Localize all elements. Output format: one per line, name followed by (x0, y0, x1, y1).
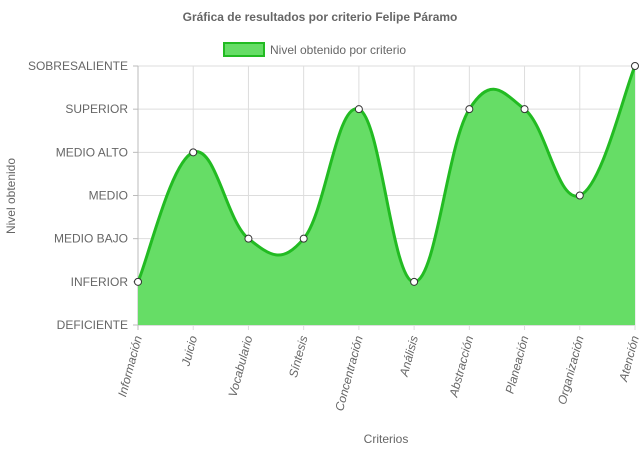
x-tick-label: Información (115, 334, 145, 398)
x-tick-label: Abstracción (446, 334, 476, 399)
series-area-fill (138, 66, 635, 325)
x-tick-label: Síntesis (286, 334, 311, 379)
series-line (136, 65, 637, 284)
data-point[interactable] (134, 277, 142, 286)
x-axis-ticks: Información Juicio Vocabulario Síntesis Conc… (115, 334, 639, 413)
data-point[interactable] (189, 148, 198, 157)
x-tick-label: Juicio (178, 334, 200, 369)
y-axis-ticks: DEFICIENTE INFERIOR MEDIO BAJO MEDIO MEDIO A… (28, 59, 128, 332)
y-tick-label: MEDIO BAJO (54, 232, 128, 246)
x-tick-label: Planeación (503, 334, 532, 395)
y-tick-label: SOBRESALIENTE (28, 59, 128, 73)
y-tick-label: DEFICIENTE (57, 318, 128, 332)
x-tick-label: Vocabulario (226, 334, 256, 399)
data-point[interactable] (520, 105, 529, 114)
y-tick-label: MEDIO (89, 189, 128, 203)
data-point[interactable] (354, 105, 363, 114)
chart-title: Gráfica de resultados por criterio Felip… (183, 10, 458, 24)
legend-swatch (223, 42, 265, 57)
data-point[interactable] (465, 105, 474, 114)
data-point[interactable] (631, 62, 639, 70)
y-tick-label: MEDIO ALTO (56, 145, 128, 159)
x-axis-title: Criterios (364, 432, 409, 446)
legend-label: Nivel obtenido por criterio (270, 43, 406, 57)
legend[interactable]: Nivel obtenido por criterio (223, 42, 406, 57)
x-tick-label: Organización (555, 334, 587, 406)
x-tick-label: Análisis (397, 334, 421, 379)
y-axis-title: Nivel obtenido (4, 158, 18, 234)
data-point[interactable] (244, 234, 253, 243)
series-area (136, 65, 637, 325)
y-tick-label: INFERIOR (71, 275, 129, 289)
data-point[interactable] (575, 191, 584, 200)
data-points (134, 62, 639, 286)
data-point[interactable] (410, 277, 419, 286)
x-tick-label: Concentración (332, 334, 366, 413)
x-tick-label: Atención (616, 334, 639, 384)
y-tick-label: SUPERIOR (65, 102, 128, 116)
data-point[interactable] (299, 234, 308, 243)
